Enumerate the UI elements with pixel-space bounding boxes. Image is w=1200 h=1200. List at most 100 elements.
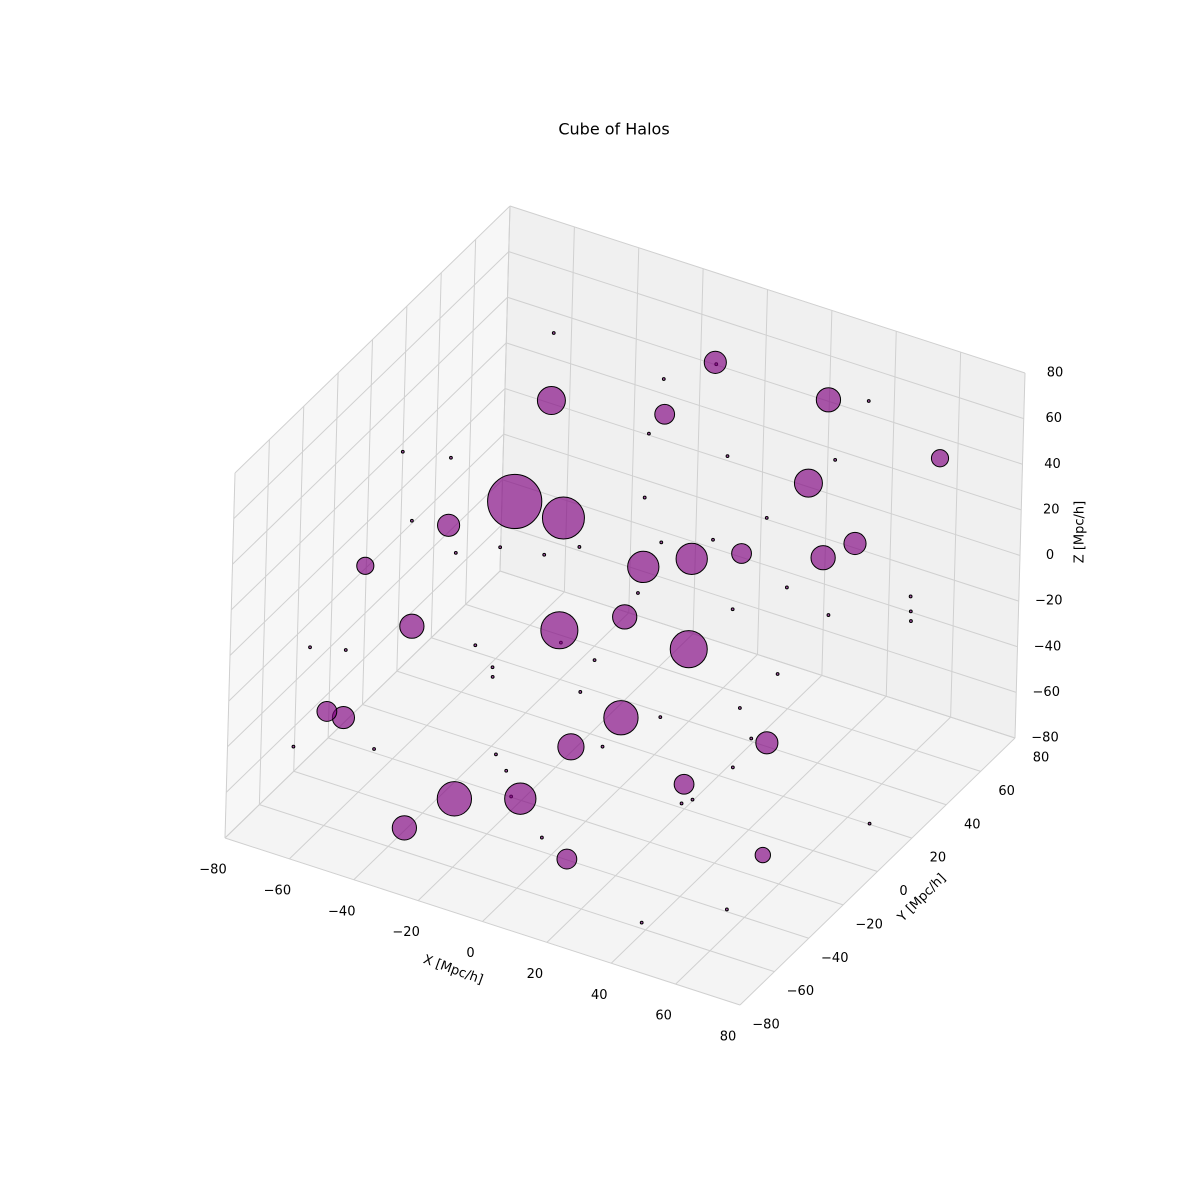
halo [356, 556, 375, 575]
halo [642, 495, 647, 500]
halo [815, 387, 842, 413]
z-axis-label: Z [Mpc/h] [1073, 501, 1088, 563]
y-tick-label: 20 [930, 851, 947, 866]
halo [725, 454, 730, 459]
halo [673, 773, 695, 795]
halo [737, 706, 742, 710]
halo [749, 736, 754, 741]
halo [866, 399, 871, 403]
halo [784, 585, 789, 590]
y-tick-label: 80 [1033, 751, 1050, 766]
y-tick-label: −20 [855, 917, 882, 932]
halo [556, 848, 578, 870]
grid-line [225, 525, 502, 793]
halo [343, 648, 348, 652]
halo [627, 550, 660, 584]
x-tick-label: 80 [720, 1030, 737, 1045]
grid-line [230, 342, 507, 611]
z-tick-label: −60 [1033, 685, 1060, 700]
z-tick-label: 0 [1046, 548, 1054, 563]
grid-line [362, 704, 878, 872]
halo [603, 700, 639, 736]
grid [224, 205, 1026, 1006]
z-tick-label: −20 [1035, 594, 1062, 609]
chart-title: Cube of Halos [558, 120, 669, 139]
grid-line [224, 837, 741, 1006]
halo [908, 609, 913, 614]
y-tick-label: 40 [964, 817, 981, 832]
grid-line [224, 570, 501, 839]
halo [400, 449, 405, 454]
x-tick-label: 40 [591, 988, 608, 1003]
halo [636, 591, 640, 595]
x-tick-label: −20 [392, 925, 419, 940]
halo [410, 518, 414, 523]
grid-line [327, 737, 844, 906]
x-tick-label: 20 [527, 967, 544, 982]
halo [494, 752, 498, 757]
grid-line [509, 205, 1026, 374]
halo [577, 545, 582, 549]
halo [833, 458, 838, 462]
halo [551, 331, 556, 335]
grid-line [499, 570, 1016, 739]
halo [498, 545, 503, 550]
halo [731, 543, 752, 564]
halo [703, 350, 727, 374]
halo [291, 744, 296, 749]
y-tick-label: 0 [899, 884, 907, 899]
z-tick-label: −40 [1034, 639, 1061, 654]
halo [504, 782, 537, 815]
grid-line [234, 205, 511, 474]
x-tick-label: −60 [264, 883, 291, 898]
halo [730, 765, 735, 770]
halo [592, 658, 597, 663]
grid-line [431, 637, 947, 806]
z-tick-label: 60 [1045, 411, 1062, 426]
y-tick-label: 60 [998, 784, 1015, 799]
halo [647, 431, 651, 436]
halo [490, 665, 495, 670]
halo [453, 551, 458, 555]
halo [473, 643, 478, 648]
grid-line [233, 251, 510, 519]
halo [730, 607, 735, 612]
halo [372, 747, 376, 751]
halo [669, 630, 708, 669]
halo [658, 715, 663, 720]
halo [539, 835, 544, 840]
z-tick-label: −80 [1031, 731, 1058, 746]
halo [826, 613, 831, 617]
halo [724, 907, 729, 912]
halo [436, 781, 473, 817]
halo [754, 846, 771, 864]
halo [449, 455, 453, 460]
grid-line [229, 388, 506, 656]
grid-line [504, 388, 1021, 556]
halo [541, 496, 585, 540]
y-tick-label: −60 [787, 984, 814, 999]
halo [755, 731, 779, 755]
y-tick-label: −80 [752, 1018, 779, 1033]
halo [659, 540, 664, 545]
halo [775, 672, 780, 676]
z-tick-label: 80 [1047, 366, 1064, 381]
halo [308, 645, 312, 650]
grid-line [502, 479, 1018, 648]
halo [504, 768, 509, 773]
halo [908, 594, 913, 599]
x-tick-label: 60 [655, 1009, 672, 1024]
halo [557, 733, 585, 761]
halo [490, 675, 495, 679]
halo [639, 920, 644, 925]
halo [578, 690, 583, 694]
halo [542, 552, 547, 557]
halo [540, 611, 579, 650]
halo [690, 797, 695, 802]
grid-line [259, 804, 775, 973]
grid-line [507, 296, 1023, 465]
z-tick-label: 40 [1044, 457, 1061, 472]
grid-line [508, 251, 1024, 420]
halo [675, 542, 708, 575]
